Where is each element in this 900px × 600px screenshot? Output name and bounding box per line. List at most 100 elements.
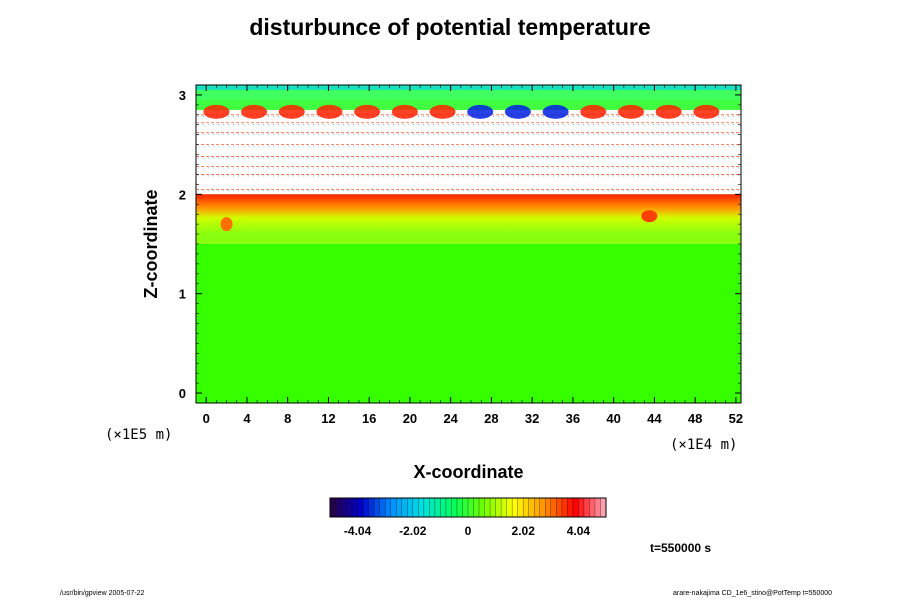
colorbar-bin [357,498,364,517]
colorbar-bin [341,498,347,517]
colorbar-bin [330,498,336,517]
colorbar-bin [451,498,458,517]
colorbar-bin [374,498,380,517]
heatmap-blob [241,104,268,119]
colorbar-tick-label: 0 [465,524,472,538]
footer-left: /usr/bin/gpview 2005-07-22 [60,590,145,597]
colorbar-frame [329,497,607,518]
colorbar-bin [429,498,436,517]
colorbar-bin [534,498,541,517]
x-tick-label: 8 [284,411,291,426]
x-tick-label: 4 [243,411,251,426]
heatmap-blob [391,104,418,119]
colorbar-bin [479,498,485,517]
heatmap-region [196,244,741,394]
x-tick-label: 16 [362,411,376,426]
colorbar-bin [583,498,590,517]
colorbar-bin [346,498,353,517]
time-label: t=550000 s [650,541,712,555]
y-tick-label: 2 [179,187,186,202]
heatmap-blob [467,104,494,119]
footer-right: arare-nakajima CD_1e6_stino@PotTemp t=55… [673,590,833,597]
colorbar-bin [368,498,375,517]
colorbar-bin [506,498,513,517]
heatmap-blob [655,104,682,119]
heatmap-blob [693,104,720,119]
x-tick-label: 32 [525,411,539,426]
colorbar-bin [462,498,469,517]
colorbar-bin [363,498,369,517]
heatmap-blob [429,104,456,119]
chart-title: disturbunce of potential temperature [249,14,651,40]
colorbar-bin [468,498,474,517]
colorbar: -4.04 -2.02 0 2.02 4.04 [329,497,607,538]
colorbar-bin [423,498,430,517]
colorbar-bin [528,498,535,517]
x-tick-label: 0 [203,411,210,426]
heatmap-blob [504,104,531,119]
colorbar-tick-label: 2.02 [512,524,536,538]
colorbar-tick-label: 4.04 [567,524,591,538]
colorbar-bin [407,498,414,517]
colorbar-bin [578,498,585,517]
colorbar-bin [600,498,607,517]
colorbar-bin [490,498,496,517]
colorbar-bin [401,498,408,517]
colorbar-bin [418,498,425,517]
colorbar-bin [523,498,530,517]
heatmap-region [196,85,741,90]
colorbar-bin [539,498,546,517]
colorbar-bin [352,498,358,517]
colorbar-bin [572,498,579,517]
x-tick-label: 44 [647,411,662,426]
colorbar-bin [473,498,480,517]
x-tick-label: 20 [403,411,417,426]
colorbar-bin [556,498,563,517]
colorbar-bin [567,498,574,517]
heatmap-gradient-layer [196,194,741,235]
colorbar-tick-label: -2.02 [399,524,427,538]
y-scale-label: (×1E5 m) [105,427,172,443]
x-axis-label: X-coordinate [413,462,523,482]
heatmap-blob [580,104,607,119]
colorbar-bin [335,498,342,517]
colorbar-bin [561,498,568,517]
colorbar-bin [594,498,601,517]
colorbar-bin [495,498,502,517]
heatmap-region [196,393,741,403]
heatmap-blob [641,210,658,223]
heatmap-region [196,109,741,195]
heatmap-plot-area [196,85,741,403]
y-tick-label: 0 [179,386,186,401]
x-scale-label: (×1E4 m) [670,437,737,453]
y-axis-label: Z-coordinate [141,189,161,298]
colorbar-bin [412,498,419,517]
heatmap-blob [316,104,343,119]
colorbar-bin [550,498,557,517]
x-tick-label: 28 [484,411,498,426]
heatmap-blob [542,104,569,119]
colorbar-bin [589,498,596,517]
x-tick-label: 36 [566,411,580,426]
heatmap-blob [617,104,644,119]
colorbar-bin [385,498,392,517]
colorbar-bin [456,498,463,517]
heatmap-blob [203,104,230,119]
colorbar-bin [545,498,552,517]
colorbar-bin [434,498,441,517]
heatmap-blob [220,217,233,232]
colorbar-bin [390,498,397,517]
heatmap-blob [354,104,381,119]
axes: 0 4 8 12 16 20 24 28 32 36 40 44 48 520123X-coordinat… [105,84,743,482]
colorbar-bin [445,498,452,517]
x-tick-label: 24 [443,411,458,426]
y-tick-label: 1 [179,287,186,302]
y-tick-label: 3 [179,88,186,103]
colorbar-bin [396,498,403,517]
x-tick-label: 40 [606,411,620,426]
colorbar-bin [379,498,386,517]
colorbar-bin [501,498,507,517]
colorbar-tick-label: -4.04 [344,524,372,538]
colorbar-bin [440,498,447,517]
